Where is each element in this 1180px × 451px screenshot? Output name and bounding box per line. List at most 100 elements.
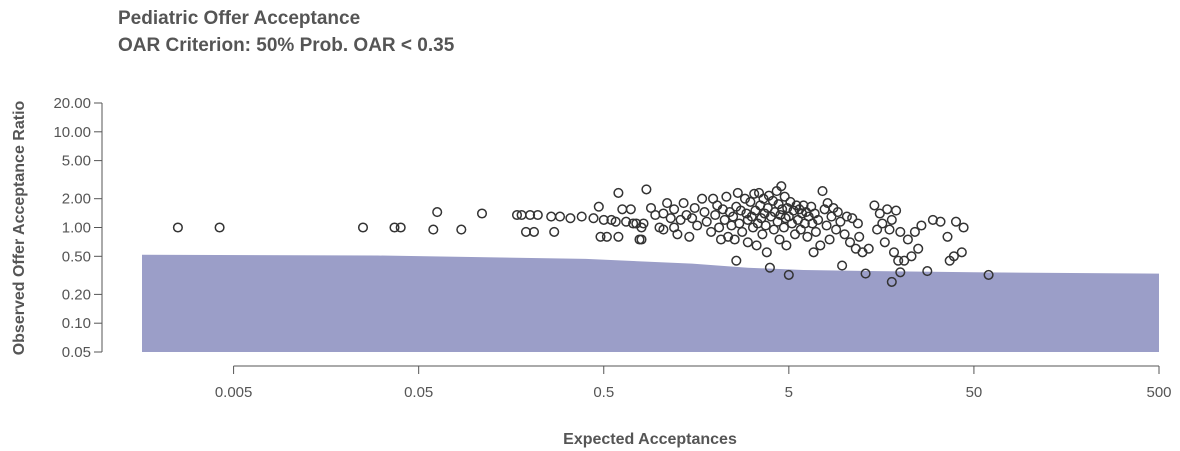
y-tick-label: 0.20	[62, 286, 91, 303]
data-point	[824, 234, 835, 245]
data-point	[610, 216, 621, 227]
data-point	[798, 200, 809, 211]
data-point	[802, 231, 813, 242]
data-point	[916, 220, 927, 231]
data-point	[860, 268, 871, 279]
data-point	[476, 208, 488, 219]
data-point	[389, 222, 400, 233]
chart-subtitle: OAR Criterion: 50% Prob. OAR < 0.35	[118, 35, 455, 56]
data-point	[761, 247, 772, 258]
y-tick-label: 20.00	[53, 95, 91, 112]
data-point	[772, 216, 783, 227]
data-point	[781, 240, 792, 251]
acceptance-band	[142, 254, 1159, 352]
data-point	[839, 229, 850, 240]
data-point	[692, 220, 703, 231]
data-point	[732, 187, 743, 198]
data-point	[565, 213, 576, 224]
y-tick-label: 2.00	[62, 191, 91, 208]
data-point	[935, 216, 946, 227]
data-point	[886, 214, 897, 225]
data-point	[658, 224, 669, 235]
data-point	[751, 240, 762, 251]
data-point	[768, 224, 779, 235]
data-point	[601, 231, 612, 242]
x-axis-label: Expected Acceptances	[563, 431, 737, 448]
data-point	[902, 234, 913, 245]
data-point	[882, 204, 893, 215]
data-point	[779, 191, 790, 202]
data-point	[835, 216, 846, 227]
data-point	[613, 231, 624, 242]
data-point	[854, 231, 865, 242]
y-tick-label: 1.00	[62, 220, 91, 237]
x-tick-label: 0.05	[404, 384, 433, 401]
data-point	[710, 209, 721, 221]
data-point	[783, 269, 794, 280]
data-point	[719, 214, 730, 225]
data-point	[645, 202, 657, 214]
data-point	[658, 208, 669, 219]
data-point	[588, 213, 599, 224]
data-point	[863, 243, 874, 254]
data-point	[729, 234, 740, 245]
data-point	[895, 267, 906, 278]
chart-title: Pediatric Offer Acceptance	[118, 8, 360, 29]
data-point	[689, 202, 700, 214]
data-point	[837, 260, 848, 271]
data-point	[764, 262, 775, 273]
data-points	[172, 181, 994, 287]
data-point	[699, 207, 710, 218]
data-point	[899, 255, 910, 266]
data-point	[675, 214, 686, 225]
data-point	[909, 226, 920, 237]
data-point	[737, 226, 748, 237]
y-tick-label: 5.00	[62, 153, 91, 170]
data-point	[810, 226, 821, 237]
data-point	[554, 211, 566, 222]
data-point	[852, 218, 863, 229]
data-point	[681, 209, 692, 221]
data-point	[549, 226, 560, 237]
data-point	[741, 208, 752, 219]
data-point	[739, 193, 751, 204]
data-point	[788, 205, 799, 216]
data-point	[456, 224, 467, 235]
data-point	[884, 224, 895, 235]
data-point	[983, 269, 994, 280]
y-tick-label: 0.50	[62, 248, 91, 265]
data-point	[745, 196, 756, 207]
data-point	[874, 208, 885, 219]
data-point	[617, 204, 628, 215]
data-point	[672, 229, 683, 240]
data-point	[665, 213, 676, 224]
data-point	[950, 216, 962, 227]
data-point	[795, 224, 806, 235]
data-point	[214, 222, 225, 233]
data-point	[728, 211, 739, 222]
y-tick-label: 10.00	[53, 124, 91, 141]
x-axis: 0.005 0.05 0.5 5 50 500	[215, 365, 1172, 401]
data-point	[593, 201, 604, 212]
data-point	[576, 211, 587, 222]
data-point	[760, 220, 771, 231]
y-axis-label: Observed Offer Acceptance Ratio	[11, 100, 28, 355]
data-point	[841, 211, 852, 222]
data-point	[628, 218, 639, 229]
data-point	[822, 198, 833, 209]
data-point	[948, 251, 959, 262]
x-tick-label: 0.5	[593, 384, 614, 401]
data-point	[734, 218, 745, 229]
data-point	[532, 209, 543, 221]
data-point	[511, 209, 523, 221]
data-point	[759, 208, 770, 219]
y-axis: 0.05 0.10 0.20 0.50 1.00 2.00 5.00 10.00 20.00	[53, 95, 103, 361]
y-tick-label: 0.05	[62, 344, 91, 361]
data-point	[432, 207, 443, 218]
data-point	[877, 218, 888, 229]
data-point	[650, 209, 661, 221]
data-point	[678, 198, 689, 209]
data-point	[813, 214, 824, 225]
data-point	[886, 276, 897, 287]
data-point	[895, 226, 906, 237]
